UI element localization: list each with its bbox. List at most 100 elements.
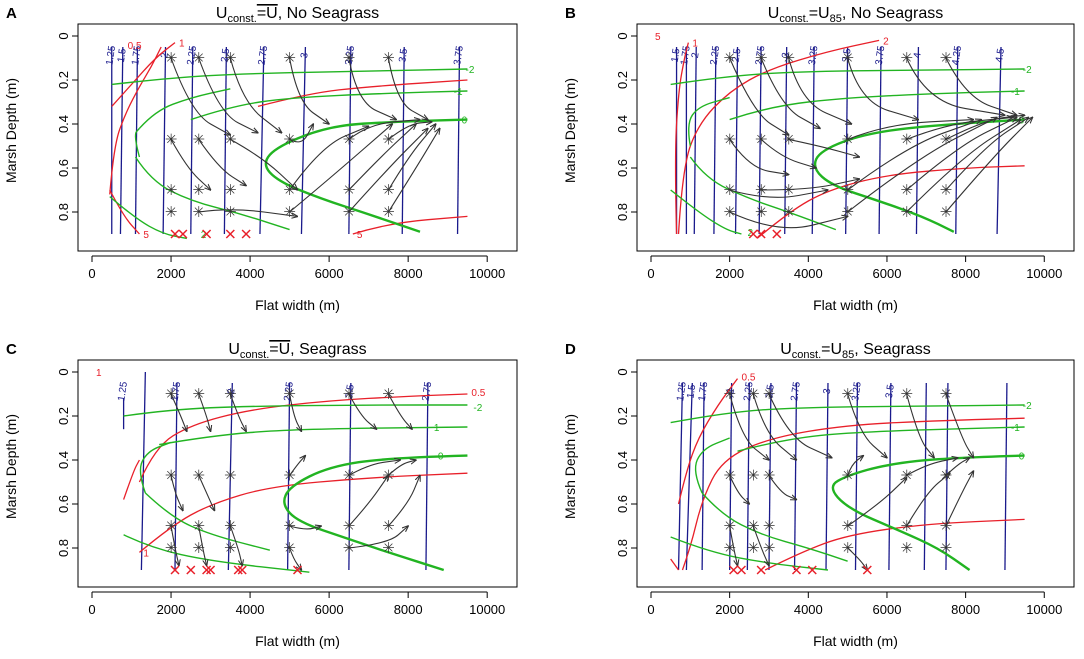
star-marker: ✳	[224, 181, 237, 199]
star-marker: ✳	[283, 49, 296, 67]
red-contour-label: 0.5	[128, 41, 142, 52]
green-contour	[670, 189, 742, 235]
trajectory-arrow	[906, 458, 958, 476]
x-marker	[202, 229, 212, 239]
x-marker-stroke	[862, 565, 872, 575]
blue-contour	[793, 382, 798, 571]
x-marker-stroke	[756, 229, 766, 239]
red-contour	[139, 472, 468, 553]
x-marker	[178, 229, 188, 239]
blue-contour-label: 1.75	[679, 45, 693, 66]
x-marker-stroke	[233, 565, 243, 575]
blue-contour	[996, 46, 1002, 235]
x-tick-label: 10000	[1026, 266, 1062, 281]
green-contour-label: 0	[438, 452, 444, 463]
trajectory-arrow	[348, 124, 416, 191]
y-tick-label: 0.6	[615, 159, 630, 177]
trajectory-arrow	[729, 475, 750, 504]
trajectory-arrow	[198, 525, 207, 566]
green-contour	[283, 454, 468, 572]
blue-contour-label: 1.5	[685, 383, 698, 399]
x-marker-stroke	[202, 229, 212, 239]
green-contour-label: 0	[1019, 452, 1025, 463]
x-marker-stroke	[241, 229, 251, 239]
x-marker-stroke	[292, 565, 303, 575]
x-tick-label: 10000	[1026, 602, 1062, 617]
star-marker: ✳	[165, 181, 178, 199]
star-marker: ✳	[900, 385, 913, 403]
green-contour	[264, 118, 468, 233]
trajectory-arrow	[170, 139, 211, 190]
x-tick-label: 6000	[315, 266, 344, 281]
red-contour-label: 5	[655, 32, 661, 43]
star-marker: ✳	[343, 466, 356, 484]
blue-contour	[854, 382, 859, 571]
trajectory-arrow	[945, 117, 1033, 213]
trajectory-arrow	[760, 57, 820, 128]
blue-contour	[713, 46, 717, 235]
trajectory-arrow	[752, 393, 796, 460]
title-sub: const.	[792, 349, 821, 361]
x-marker-stroke	[170, 565, 180, 575]
star-marker: ✳	[841, 385, 854, 403]
panel-title: Uconst.=U, No Seagrass	[216, 5, 379, 25]
x-marker	[772, 229, 782, 239]
trajectory-arrow	[847, 117, 997, 213]
trajectory-arrow	[198, 139, 246, 185]
panel-label: B	[565, 5, 576, 22]
title-main: U	[228, 341, 240, 358]
green-contour	[670, 404, 1025, 424]
blue-contour-label: 3.5	[884, 383, 897, 399]
x-marker-stroke	[756, 565, 766, 575]
star-marker: ✳	[755, 181, 768, 199]
star-marker: ✳	[165, 517, 178, 535]
star-marker: ✳	[763, 517, 776, 535]
title-rhs: =U	[257, 5, 278, 22]
trajectory-arrow	[289, 124, 314, 143]
y-tick-label: 0	[56, 32, 71, 39]
panel-title: Uconst.=U85, Seagrass	[780, 341, 931, 361]
star-marker: ✳	[940, 539, 953, 557]
star-marker: ✳	[900, 517, 913, 535]
x-marker-stroke	[225, 229, 235, 239]
blue-contour	[888, 382, 892, 571]
x-tick-label: 2000	[715, 602, 744, 617]
star-marker: ✳	[841, 539, 854, 557]
blue-contour	[677, 382, 684, 571]
x-marker-stroke	[807, 565, 817, 575]
green-contour-label: -2	[1023, 65, 1032, 76]
x-marker	[233, 565, 243, 575]
title-sub: const.	[779, 13, 808, 25]
title-rhs: =U	[269, 341, 290, 358]
trajectory-arrow	[729, 57, 789, 135]
blue-contour	[348, 46, 352, 235]
red-contour	[111, 42, 176, 107]
green-contour	[111, 68, 468, 86]
panel-d: Uconst.=U85, Seagrass D 0 2000 4000 6000 8000 1…	[562, 341, 1075, 649]
blue-contour	[811, 46, 815, 235]
trajectory-arrow	[348, 128, 428, 213]
star-marker: ✳	[224, 539, 237, 557]
star-marker: ✳	[283, 130, 296, 148]
star-marker: ✳	[224, 49, 237, 67]
red-contour	[138, 393, 468, 483]
star-marker: ✳	[343, 539, 356, 557]
x-marker-stroke	[170, 229, 180, 239]
trajectory-arrow	[945, 117, 1029, 191]
trajectory-arrow	[847, 478, 907, 527]
y-tick-label: 0.6	[615, 495, 630, 513]
trajectory-arrow	[729, 139, 789, 174]
green-contour	[737, 426, 1025, 452]
trajectory-arrow	[230, 138, 297, 190]
star-marker: ✳	[747, 466, 760, 484]
red-contour	[123, 459, 140, 500]
green-contour	[138, 88, 231, 129]
star-marker: ✳	[283, 181, 296, 199]
x-marker	[736, 565, 746, 575]
trajectory-arrow	[348, 475, 389, 527]
trajectory-arrow	[388, 460, 416, 476]
star-marker: ✳	[382, 49, 395, 67]
x-tick-label: 2000	[715, 266, 744, 281]
green-contour-label: 1	[434, 423, 440, 434]
